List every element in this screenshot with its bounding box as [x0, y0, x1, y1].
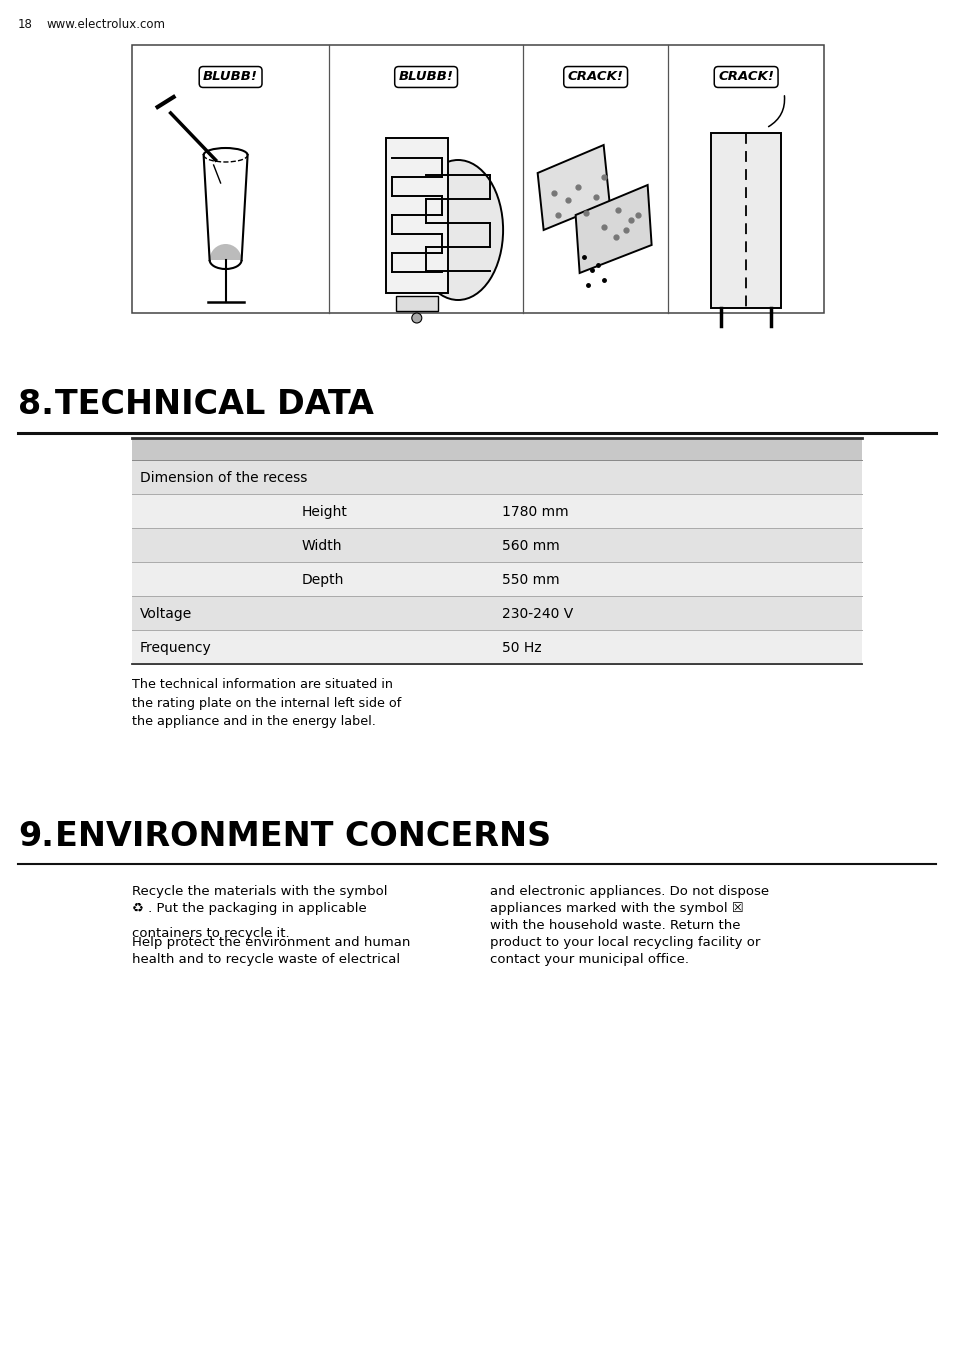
Text: Frequency: Frequency — [140, 641, 212, 654]
Bar — [710, 132, 781, 308]
Bar — [132, 529, 862, 562]
Circle shape — [412, 314, 421, 323]
Bar — [132, 493, 862, 529]
Bar — [132, 596, 862, 630]
Text: 9.: 9. — [18, 821, 53, 853]
Text: TECHNICAL DATA: TECHNICAL DATA — [55, 388, 374, 420]
Bar — [385, 138, 447, 293]
Text: with the household waste. Return the: with the household waste. Return the — [490, 919, 740, 932]
Text: appliances marked with the symbol ☒: appliances marked with the symbol ☒ — [490, 902, 743, 915]
Wedge shape — [210, 243, 241, 260]
Text: contact your municipal office.: contact your municipal office. — [490, 953, 688, 965]
Text: BLUBB!: BLUBB! — [398, 70, 453, 84]
Text: 550 mm: 550 mm — [501, 573, 559, 587]
Text: and electronic appliances. Do not dispose: and electronic appliances. Do not dispos… — [490, 886, 768, 898]
Text: product to your local recycling facility or: product to your local recycling facility… — [490, 936, 760, 949]
Polygon shape — [575, 185, 651, 273]
Text: Height: Height — [302, 506, 348, 519]
Text: Depth: Depth — [302, 573, 344, 587]
Text: Help protect the environment and human: Help protect the environment and human — [132, 936, 410, 949]
Text: CRACK!: CRACK! — [567, 70, 623, 84]
Text: ENVIRONMENT CONCERNS: ENVIRONMENT CONCERNS — [55, 821, 551, 853]
Text: 50 Hz: 50 Hz — [501, 641, 541, 654]
Bar — [132, 630, 862, 664]
Text: Voltage: Voltage — [140, 607, 193, 621]
Text: 1780 mm: 1780 mm — [501, 506, 568, 519]
Text: www.electrolux.com: www.electrolux.com — [46, 18, 165, 31]
Text: The technical information are situated in
the rating plate on the internal left : The technical information are situated i… — [132, 677, 401, 727]
Text: Width: Width — [302, 539, 342, 553]
Text: 18: 18 — [18, 18, 32, 31]
Bar — [132, 460, 862, 493]
Bar — [132, 45, 823, 314]
Bar — [132, 562, 862, 596]
Text: health and to recycle waste of electrical: health and to recycle waste of electrica… — [132, 953, 399, 965]
Text: 560 mm: 560 mm — [501, 539, 559, 553]
Text: Recycle the materials with the symbol: Recycle the materials with the symbol — [132, 886, 387, 898]
Text: BLUBB!: BLUBB! — [203, 70, 257, 84]
Text: 8.: 8. — [18, 388, 53, 420]
Bar — [395, 296, 437, 311]
FancyArrowPatch shape — [768, 96, 783, 127]
Text: ♻ . Put the packaging in applicable: ♻ . Put the packaging in applicable — [132, 902, 366, 915]
Ellipse shape — [413, 160, 502, 300]
Text: 230-240 V: 230-240 V — [501, 607, 573, 621]
Text: CRACK!: CRACK! — [718, 70, 773, 84]
Text: containers to recycle it.: containers to recycle it. — [132, 927, 290, 940]
Polygon shape — [537, 145, 609, 230]
Bar — [132, 438, 862, 460]
Text: Dimension of the recess: Dimension of the recess — [140, 470, 307, 485]
